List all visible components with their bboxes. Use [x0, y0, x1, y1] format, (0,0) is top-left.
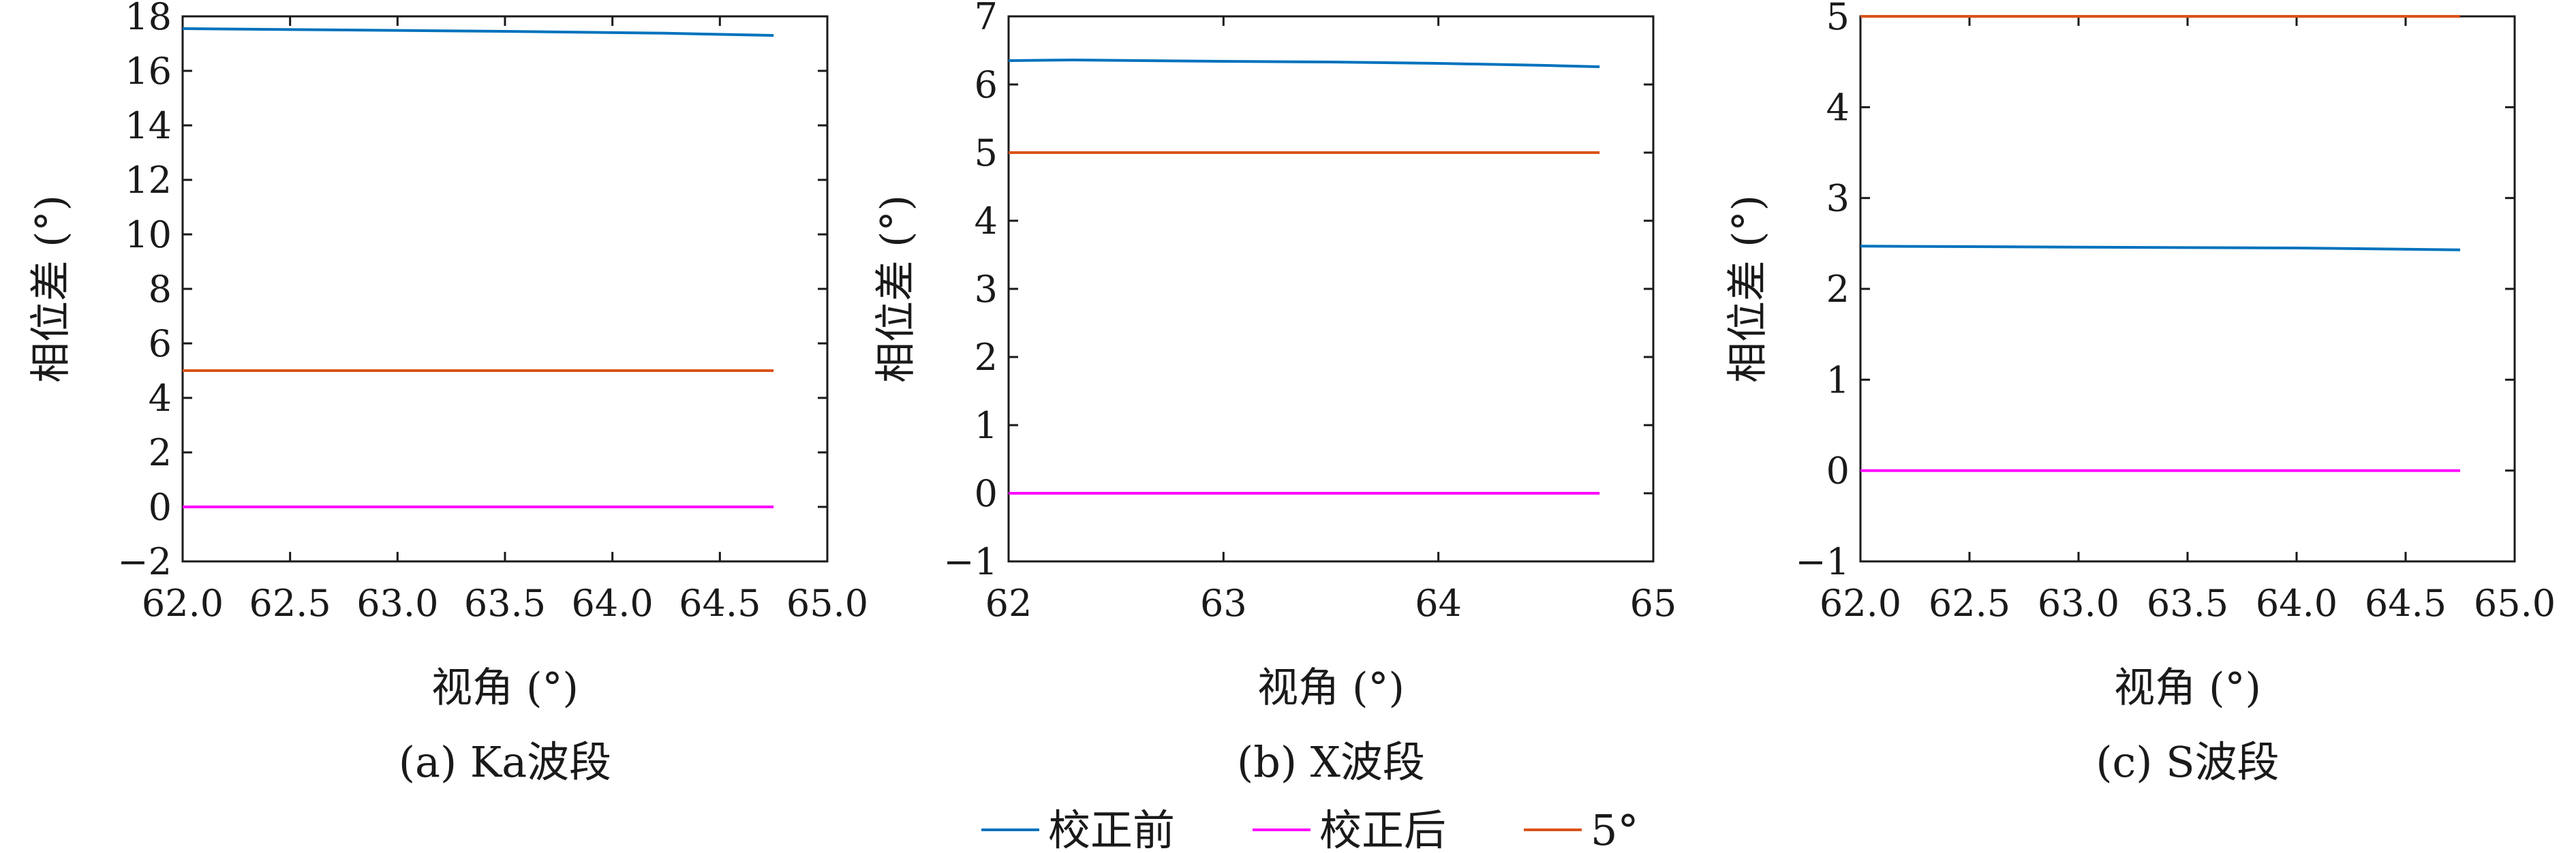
x-tick-label: 62.0	[1820, 582, 1901, 625]
x-tick-label: 64.5	[2365, 582, 2447, 625]
y-tick-label: 5	[1826, 0, 1850, 38]
plot-area-c	[1859, 15, 2516, 563]
y-tick-label: 0	[1826, 450, 1850, 493]
y-tick-label: 3	[1826, 177, 1850, 220]
x-tick-label: 64.0	[572, 582, 654, 625]
y-tick-label: 7	[975, 0, 998, 38]
y-tick-label: −2	[117, 540, 172, 583]
y-axis-label-b: 相位差 (°)	[872, 195, 920, 383]
y-ticks-c: −1 0 1 2 3 4 5	[1795, 0, 2515, 583]
x-axis-label-c: 视角 (°)	[2114, 664, 2261, 712]
legend: 校正前 校正后 5°	[981, 805, 1638, 853]
y-tick-label: −1	[1795, 540, 1850, 583]
y-tick-label: 3	[975, 268, 998, 311]
y-tick-label: 14	[125, 104, 172, 147]
y-ticks-a: −2 0 2 4 6 8 10 12 14 16 18	[117, 0, 827, 583]
y-tick-label: 0	[149, 486, 172, 529]
x-tick-label: 63.5	[2147, 582, 2228, 625]
x-tick-label: 62.0	[142, 582, 224, 625]
x-axis-label-a: 视角 (°)	[431, 664, 579, 712]
y-tick-label: 5	[975, 131, 998, 174]
legend-label-after: 校正后	[1319, 805, 1446, 853]
x-ticks-a: 62.0 62.5 63.0 63.5 64.0 64.5 65.0	[142, 16, 868, 625]
series-b	[1008, 58, 1600, 495]
plot-area-b	[1007, 15, 1655, 563]
panel-c: −1 0 1 2 3 4 5 62.0 62.5 63.0 63.5 64.0 64.5 65.0 相位…	[1724, 0, 2556, 787]
series-a	[182, 27, 774, 508]
y-tick-label: 10	[125, 213, 172, 256]
x-tick-label: 64.0	[2256, 582, 2337, 625]
series-line-before	[1860, 245, 2461, 251]
legend-label-before: 校正前	[1048, 805, 1175, 853]
plot-area-a	[181, 15, 829, 563]
y-tick-label: 0	[975, 472, 998, 515]
x-tick-label: 63	[1200, 582, 1247, 625]
x-ticks-b: 62 63 64 65	[985, 16, 1677, 625]
y-tick-label: 8	[149, 268, 172, 311]
legend-label-ref: 5°	[1591, 805, 1638, 853]
series-line-before	[182, 27, 774, 37]
panel-a: −2 0 2 4 6 8 10 12 14 16 18 62.0 62.5 63.0 63.5 64.0 64…	[27, 0, 868, 787]
caption-a: (a) Ka波段	[399, 737, 611, 787]
y-tick-label: 12	[125, 159, 172, 202]
x-tick-label: 64	[1415, 582, 1462, 625]
y-tick-label: 1	[975, 404, 998, 447]
y-ticks-b: −1 0 1 2 3 4 5 6 7	[943, 0, 1653, 583]
y-tick-label: −1	[943, 540, 998, 583]
y-tick-label: 6	[975, 63, 998, 106]
panel-b: −1 0 1 2 3 4 5 6 7 62 63 64 65 相位差 (°) 视角 (°) (b) X…	[872, 0, 1676, 787]
y-tick-label: 4	[975, 200, 998, 243]
y-tick-label: 18	[125, 0, 172, 38]
x-axis-label-b: 视角 (°)	[1257, 664, 1405, 712]
series-line-before	[1008, 58, 1600, 68]
x-tick-label: 65.0	[2474, 582, 2556, 625]
y-tick-label: 4	[1826, 86, 1850, 129]
y-axis-label-a: 相位差 (°)	[27, 195, 75, 383]
y-tick-label: 2	[975, 336, 998, 379]
x-tick-label: 65	[1630, 582, 1677, 625]
y-tick-label: 6	[149, 322, 172, 365]
x-tick-label: 62	[985, 582, 1032, 625]
x-ticks-c: 62.0 62.5 63.0 63.5 64.0 64.5 65.0	[1820, 16, 2556, 625]
y-tick-label: 2	[149, 431, 172, 474]
y-axis-label-c: 相位差 (°)	[1724, 195, 1772, 383]
y-tick-label: 1	[1826, 358, 1850, 401]
x-tick-label: 65.0	[786, 582, 868, 625]
caption-c: (c) S波段	[2096, 737, 2279, 787]
x-tick-label: 63.5	[464, 582, 546, 625]
series-c	[1860, 15, 2461, 472]
x-tick-label: 62.5	[249, 582, 331, 625]
x-tick-label: 64.5	[679, 582, 761, 625]
x-tick-label: 63.0	[2038, 582, 2119, 625]
y-tick-label: 2	[1826, 268, 1850, 311]
x-tick-label: 63.0	[356, 582, 438, 625]
caption-b: (b) X波段	[1237, 737, 1425, 787]
y-tick-label: 16	[125, 50, 172, 93]
y-tick-label: 4	[149, 377, 172, 420]
x-tick-label: 62.5	[1929, 582, 2010, 625]
